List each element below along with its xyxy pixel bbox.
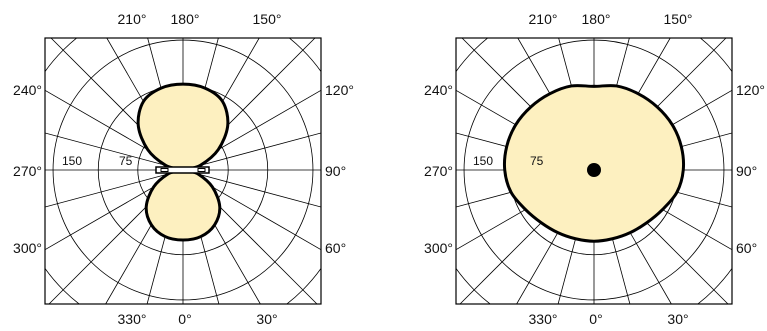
lamp-left — [160, 168, 169, 172]
angle-label-left-1: 240° — [424, 82, 453, 98]
radial-label-75: 75 — [119, 154, 133, 168]
polar-chart-left: 210° 180° 150° 330° 0° 30° 240° 270° 300… — [13, 11, 354, 327]
angle-label-right-2: 90° — [325, 163, 346, 179]
grid-spoke — [45, 132, 184, 171]
grid-spoke — [182, 132, 321, 171]
intensity-curve-left — [136, 82, 230, 242]
angle-label-top-3: 150° — [253, 11, 282, 27]
radial-label-150: 150 — [473, 154, 493, 168]
angle-label-left-2: 270° — [13, 163, 42, 179]
radial-label-75: 75 — [530, 154, 544, 168]
angle-label-left-3: 300° — [13, 240, 42, 256]
angle-label-top-1: 210° — [118, 11, 147, 27]
angle-label-top-2: 180° — [582, 11, 611, 27]
angle-label-right-2: 90° — [736, 163, 757, 179]
angle-label-left-1: 240° — [13, 82, 42, 98]
angle-label-right-1: 120° — [325, 82, 354, 98]
light-source-dot — [587, 163, 601, 177]
angle-label-left-3: 300° — [424, 240, 453, 256]
angle-label-bottom-2: 0° — [589, 311, 602, 327]
angle-label-left-2: 270° — [424, 163, 453, 179]
angle-label-bottom-3: 30° — [256, 311, 277, 327]
angle-label-bottom-2: 0° — [178, 311, 191, 327]
angle-label-bottom-1: 330° — [529, 311, 558, 327]
angle-label-top-2: 180° — [171, 11, 200, 27]
luminaire-symbol-left — [155, 166, 210, 174]
angle-label-bottom-3: 30° — [667, 311, 688, 327]
angle-label-right-3: 60° — [325, 240, 346, 256]
grid-spoke — [45, 169, 184, 208]
angle-label-bottom-1: 330° — [118, 311, 147, 327]
angle-label-right-1: 120° — [736, 82, 765, 98]
polar-chart-right: 210° 180° 150° 330° 0° 30° 240° 270° 300… — [424, 11, 765, 327]
radial-label-150: 150 — [62, 154, 82, 168]
luminaire-body — [155, 166, 210, 174]
angle-label-right-3: 60° — [736, 240, 757, 256]
angle-label-top-1: 210° — [529, 11, 558, 27]
lamp-right — [197, 168, 206, 172]
angle-label-top-3: 150° — [664, 11, 693, 27]
grid-spoke — [182, 169, 321, 208]
